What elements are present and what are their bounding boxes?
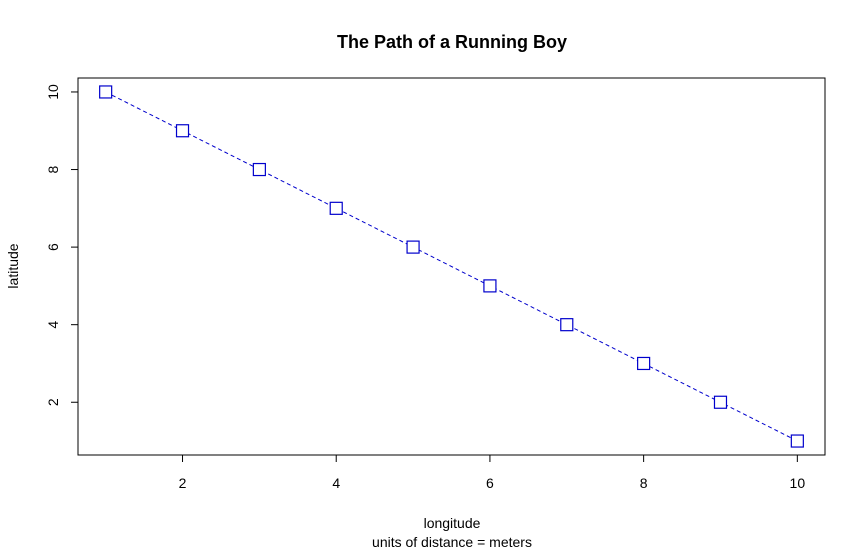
data-point	[560, 318, 574, 332]
plot-frame	[77, 77, 826, 456]
y-axis-label: latitude	[5, 243, 21, 288]
series-markers	[99, 85, 804, 448]
data-point	[790, 434, 804, 448]
x-tick-label: 2	[179, 475, 187, 491]
data-point	[252, 162, 266, 177]
data-point	[483, 279, 497, 293]
data-point	[329, 201, 343, 215]
x-tick-label: 10	[790, 475, 806, 491]
data-point	[406, 240, 420, 254]
data-point	[99, 85, 113, 99]
y-axis: 2 4 6 8 10	[45, 84, 78, 406]
y-tick-label: 2	[45, 398, 61, 406]
chart-title: The Path of a Running Boy	[337, 32, 567, 52]
x-axis-sublabel: units of distance = meters	[372, 534, 532, 550]
x-axis: 2 4 6 8 10	[179, 455, 806, 491]
data-point	[175, 124, 190, 138]
series-line	[105, 91, 798, 442]
y-tick-label: 4	[45, 321, 61, 329]
x-axis-label: longitude	[424, 515, 481, 531]
x-tick-label: 8	[640, 475, 648, 491]
data-point	[713, 395, 728, 409]
x-tick-label: 4	[332, 475, 340, 491]
y-tick-label: 8	[45, 165, 61, 173]
data-point	[637, 356, 651, 371]
y-tick-label: 6	[45, 243, 61, 251]
x-tick-label: 6	[486, 475, 494, 491]
y-tick-label: 10	[45, 84, 61, 100]
